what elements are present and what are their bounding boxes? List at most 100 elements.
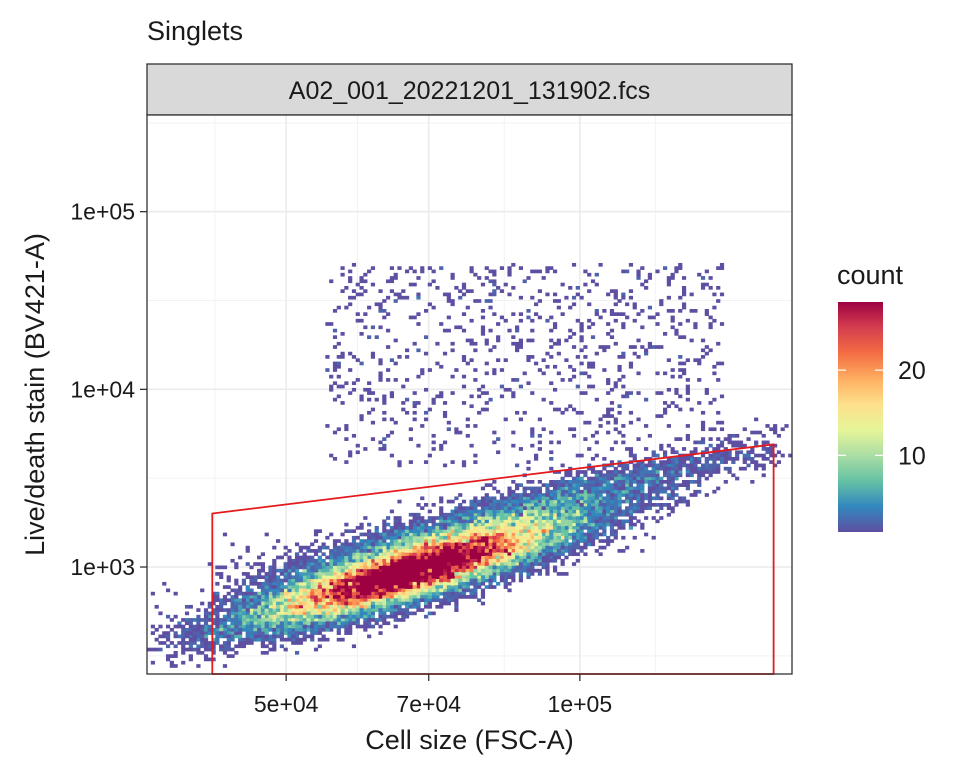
- density-cell: [340, 591, 345, 596]
- density-cell: [674, 450, 679, 455]
- density-cell: [177, 621, 182, 626]
- density-cell: [568, 542, 573, 547]
- density-cell: [761, 473, 766, 478]
- density-cell: [336, 601, 341, 606]
- density-cell: [769, 447, 774, 451]
- density-cell: [325, 591, 330, 596]
- density-cell: [480, 572, 486, 576]
- density-cell: [454, 539, 459, 543]
- density-cell: [477, 568, 482, 573]
- density-cell: [420, 585, 425, 589]
- density-cell: [511, 558, 516, 563]
- density-cell: [598, 539, 603, 543]
- density-cell: [458, 555, 463, 560]
- density-cell: [564, 493, 569, 497]
- density-cell: [382, 578, 387, 583]
- density-cell: [628, 391, 634, 395]
- density-cell: [241, 598, 247, 603]
- density-cell: [606, 489, 611, 494]
- density-cell: [534, 519, 539, 524]
- density-cell: [401, 565, 406, 570]
- density-cell: [336, 578, 341, 583]
- density-cell: [253, 598, 258, 603]
- density-cell: [351, 558, 357, 563]
- density-cell: [655, 519, 660, 524]
- density-cell: [454, 516, 459, 520]
- density-cell: [458, 539, 463, 543]
- density-cell: [461, 516, 467, 520]
- density-cell: [325, 572, 330, 576]
- density-cell: [693, 358, 698, 363]
- density-cell: [196, 650, 201, 655]
- density-cell: [473, 562, 478, 566]
- density-cell: [401, 384, 406, 389]
- density-cell: [480, 309, 486, 313]
- density-cell: [298, 549, 303, 553]
- density-cell: [348, 549, 353, 553]
- density-cell: [427, 526, 432, 530]
- density-cell: [332, 621, 338, 626]
- density-cell: [393, 608, 398, 612]
- density-cell: [689, 493, 694, 497]
- density-cell: [408, 529, 413, 534]
- density-cell: [647, 506, 653, 510]
- density-cell: [423, 417, 429, 422]
- density-cell: [241, 572, 247, 576]
- density-cell: [382, 443, 387, 448]
- density-cell: [245, 591, 250, 596]
- density-cell: [636, 276, 641, 280]
- density-cell: [397, 575, 402, 580]
- density-cell: [279, 585, 284, 589]
- density-cell: [511, 522, 516, 527]
- density-cell: [427, 601, 432, 606]
- density-cell: [298, 578, 303, 583]
- density-cell: [344, 529, 349, 534]
- density-cell: [272, 545, 277, 550]
- density-cell: [644, 348, 649, 353]
- density-cell: [332, 624, 338, 629]
- density-cell: [458, 512, 463, 517]
- density-cell: [590, 335, 596, 339]
- density-cell: [461, 509, 467, 514]
- density-cell: [628, 476, 634, 481]
- density-cell: [276, 575, 281, 580]
- density-cell: [442, 410, 448, 415]
- density-cell: [393, 539, 398, 543]
- density-cell: [697, 361, 702, 366]
- density-cell: [329, 555, 334, 560]
- density-cell: [423, 562, 429, 566]
- density-cell: [283, 562, 288, 566]
- density-cell: [473, 539, 478, 543]
- density-cell: [761, 447, 766, 451]
- density-cell: [697, 473, 702, 478]
- density-cell: [644, 279, 649, 284]
- density-cell: [382, 394, 387, 399]
- density-cell: [408, 552, 413, 557]
- density-cell: [719, 292, 725, 297]
- density-cell: [549, 526, 554, 530]
- density-cell: [435, 549, 440, 553]
- density-cell: [386, 295, 391, 300]
- density-cell: [617, 410, 622, 415]
- density-cell: [431, 535, 436, 540]
- density-cell: [169, 627, 174, 632]
- density-cell: [518, 318, 524, 323]
- density-cell: [287, 572, 292, 576]
- density-cell: [294, 555, 300, 560]
- density-cell: [477, 598, 482, 603]
- density-cell: [598, 424, 603, 428]
- density-cell: [253, 614, 258, 619]
- density-cell: [439, 394, 444, 399]
- density-cell: [370, 539, 376, 543]
- density-cell: [382, 519, 387, 524]
- density-cell: [363, 624, 368, 629]
- density-cell: [526, 568, 531, 573]
- density-cell: [628, 345, 634, 349]
- density-cell: [655, 371, 660, 376]
- density-cell: [374, 598, 379, 603]
- density-cell: [245, 631, 250, 635]
- density-cell: [621, 486, 626, 491]
- density-cell: [545, 496, 550, 501]
- density-cell: [450, 598, 455, 603]
- density-cell: [405, 562, 410, 566]
